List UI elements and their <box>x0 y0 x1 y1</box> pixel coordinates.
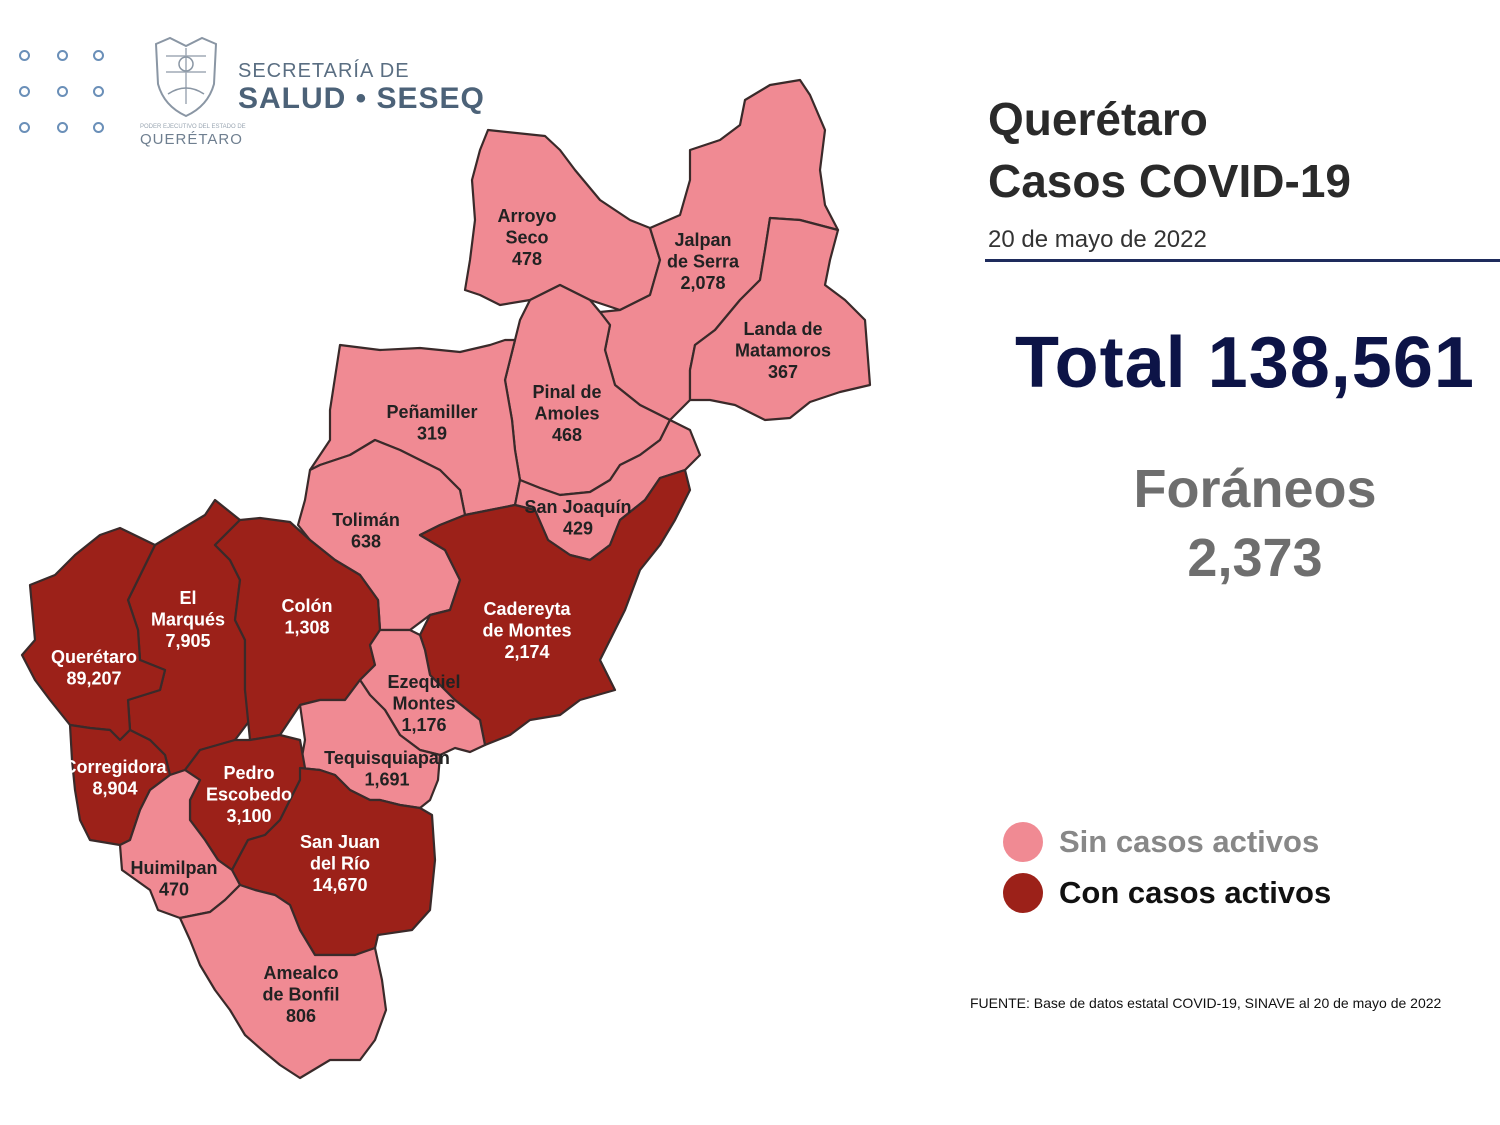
label-el-marques: El Marqués 7,905 <box>151 588 225 651</box>
label-line-tequisquiapan: 1,691 <box>364 770 409 790</box>
secretaria-line2: SALUD • SESEQ <box>238 82 485 115</box>
label-line-amealco-de-bonfil: Amealco <box>263 963 338 983</box>
muni-arroyo-seco <box>463 128 662 312</box>
label-line-corregidora: Corregidora <box>63 757 167 777</box>
label-line-amealco-de-bonfil: 806 <box>286 1006 316 1026</box>
label-arroyo-seco: Arroyo Seco 478 <box>497 206 556 269</box>
label-line-ezequiel-montes: 1,176 <box>401 715 446 735</box>
label-line-pedro-escobedo: Escobedo <box>206 785 292 805</box>
label-line-huimilpan: Huimilpan <box>130 858 217 878</box>
state-coat-of-arms-icon <box>154 36 218 118</box>
label-line-el-marques: El <box>179 588 196 608</box>
label-line-san-joaquin: 429 <box>563 519 593 539</box>
label-line-tequisquiapan: Tequisquiapan <box>324 748 450 768</box>
label-line-arroyo-seco: Seco <box>505 228 548 248</box>
label-line-landa-de-matamoros: 367 <box>768 362 798 382</box>
label-line-pinal-de-amoles: Pinal de <box>532 382 601 402</box>
label-toliman: Tolimán 638 <box>332 510 400 552</box>
label-line-pedro-escobedo: Pedro <box>223 763 274 783</box>
label-line-pinal-de-amoles: Amoles <box>534 404 599 424</box>
total-cases: Total 138,561 <box>1015 323 1475 403</box>
label-line-cadereyta-de-montes: 2,174 <box>504 642 549 662</box>
muni-cadereyta-de-montes <box>418 468 692 747</box>
label-penamiller: Peñamiller 319 <box>386 402 477 444</box>
label-line-el-marques: 7,905 <box>165 631 210 651</box>
label-line-el-marques: Marqués <box>151 610 225 630</box>
label-ezequiel-montes: Ezequiel Montes 1,176 <box>387 672 460 735</box>
title-line2: Casos COVID-19 <box>988 155 1352 207</box>
label-colon: Colón 1,308 <box>282 596 333 638</box>
legend-label-inactive: Sin casos activos <box>1059 824 1320 859</box>
legend-swatch-inactive <box>1003 822 1043 862</box>
label-line-cadereyta-de-montes: de Montes <box>482 621 571 641</box>
state-name-text: QUERÉTARO <box>140 131 243 148</box>
legend-item-inactive: Sin casos activos <box>1003 822 1319 862</box>
logo-dot-pattern <box>15 48 110 136</box>
label-line-san-juan-del-rio: del Río <box>310 854 370 874</box>
label-line-pedro-escobedo: 3,100 <box>226 806 271 826</box>
label-line-ezequiel-montes: Montes <box>393 694 456 714</box>
label-line-pinal-de-amoles: 468 <box>552 425 582 445</box>
label-line-toliman: 638 <box>351 532 381 552</box>
label-line-jalpan-de-serra: Jalpan <box>674 230 731 250</box>
label-line-jalpan-de-serra: de Serra <box>667 252 740 272</box>
label-line-jalpan-de-serra: 2,078 <box>680 273 725 293</box>
label-line-san-juan-del-rio: 14,670 <box>312 875 367 895</box>
muni-huimilpan <box>118 768 242 920</box>
label-line-penamiller: 319 <box>417 424 447 444</box>
page-title: Querétaro Casos COVID-19 <box>988 88 1351 212</box>
label-landa-de-matamoros: Landa de Matamoros 367 <box>735 319 831 382</box>
label-line-cadereyta-de-montes: Cadereyta <box>483 599 571 619</box>
legend-swatch-active <box>1003 873 1043 913</box>
legend-item-active: Con casos activos <box>1003 873 1331 913</box>
foraneos-value: 2,373 <box>1187 528 1323 588</box>
label-san-juan-del-rio: San Juan del Río 14,670 <box>300 832 380 895</box>
title-line1: Querétaro <box>988 93 1208 145</box>
label-line-ezequiel-montes: Ezequiel <box>387 672 460 692</box>
label-pedro-escobedo: Pedro Escobedo 3,100 <box>206 763 292 826</box>
label-line-san-juan-del-rio: San Juan <box>300 832 380 852</box>
secretaria-line1: SECRETARÍA DE <box>238 60 410 82</box>
muni-landa-de-matamoros <box>688 216 872 422</box>
label-line-corregidora: 8,904 <box>92 779 137 799</box>
label-cadereyta-de-montes: Cadereyta de Montes 2,174 <box>482 599 571 662</box>
source-note: FUENTE: Base de datos estatal COVID-19, … <box>970 995 1442 1011</box>
label-corregidora: Corregidora 8,904 <box>63 757 167 799</box>
label-queretaro: Querétaro 89,207 <box>51 647 137 689</box>
report-date: 20 de mayo de 2022 <box>988 226 1207 253</box>
label-line-colon: 1,308 <box>284 618 329 638</box>
label-amealco-de-bonfil: Amealco de Bonfil 806 <box>263 963 340 1026</box>
label-pinal-de-amoles: Pinal de Amoles 468 <box>532 382 601 445</box>
label-san-joaquin: San Joaquín 429 <box>524 497 631 539</box>
label-line-arroyo-seco: 478 <box>512 249 542 269</box>
label-huimilpan: Huimilpan 470 <box>130 858 217 900</box>
label-line-toliman: Tolimán <box>332 510 400 530</box>
gov-line: PODER EJECUTIVO DEL ESTADO DE <box>140 124 246 130</box>
muni-amealco-de-bonfil <box>178 883 388 1080</box>
label-line-penamiller: Peñamiller <box>386 402 477 422</box>
label-line-huimilpan: 470 <box>159 880 189 900</box>
label-line-landa-de-matamoros: Matamoros <box>735 341 831 361</box>
label-jalpan-de-serra: Jalpan de Serra 2,078 <box>667 230 740 293</box>
label-line-queretaro: Querétaro <box>51 647 137 667</box>
label-line-queretaro: 89,207 <box>66 669 121 689</box>
foraneos-label: Foráneos <box>1133 459 1377 519</box>
label-line-colon: Colón <box>282 596 333 616</box>
label-line-landa-de-matamoros: Landa de <box>743 319 822 339</box>
label-line-arroyo-seco: Arroyo <box>497 206 556 226</box>
label-line-san-joaquin: San Joaquín <box>524 497 631 517</box>
label-line-amealco-de-bonfil: de Bonfil <box>263 985 340 1005</box>
label-tequisquiapan: Tequisquiapan 1,691 <box>324 748 450 790</box>
title-divider <box>985 259 1500 262</box>
legend-label-active: Con casos activos <box>1059 875 1332 910</box>
